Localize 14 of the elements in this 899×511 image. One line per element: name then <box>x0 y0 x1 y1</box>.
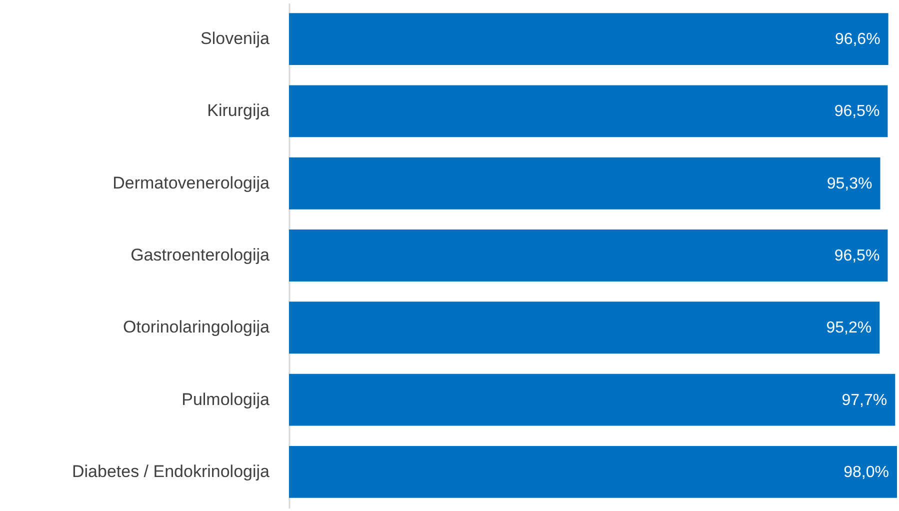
data-label: 96,6% <box>834 31 880 48</box>
y-tick-label: Diabetes / Endokrinologija <box>72 462 270 481</box>
data-label: 98,0% <box>844 464 889 481</box>
data-label: 96,5% <box>834 248 880 264</box>
y-tick-label: Gastroenterologija <box>130 246 270 264</box>
y-tick-label: Pulmologija <box>182 390 270 409</box>
data-label: 95,2% <box>826 320 872 337</box>
data-label: 97,7% <box>842 392 888 409</box>
y-tick-label: Kirurgija <box>207 101 270 120</box>
y-tick-label: Dermatovenerologija <box>112 173 270 192</box>
data-label: 96,5% <box>834 103 880 120</box>
y-tick-label: Otorinolaringologija <box>123 318 270 337</box>
y-tick-label: Slovenija <box>200 29 270 48</box>
data-label: 95,3% <box>826 175 872 192</box>
